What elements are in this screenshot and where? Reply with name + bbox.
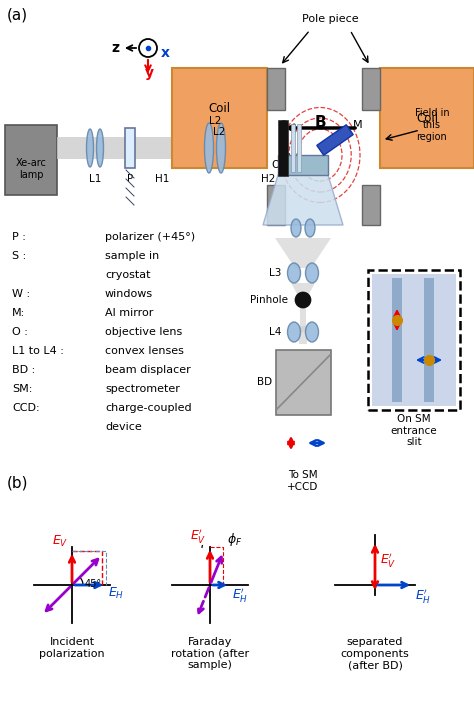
Text: To SM
+CCD: To SM +CCD	[287, 470, 319, 491]
Text: S: S	[280, 120, 287, 130]
Text: L2: L2	[209, 116, 221, 126]
Ellipse shape	[217, 123, 226, 173]
Text: 45°: 45°	[85, 579, 102, 589]
Bar	[267, 68, 285, 110]
Text: charge-coupled: charge-coupled	[105, 403, 191, 413]
Ellipse shape	[288, 263, 301, 283]
Text: Incident
polarization: Incident polarization	[39, 637, 105, 659]
Text: L3: L3	[269, 268, 281, 278]
Bar	[278, 120, 288, 176]
Bar	[299, 326, 307, 344]
Text: (a): (a)	[7, 8, 28, 23]
Text: y: y	[145, 66, 154, 80]
Bar	[297, 124, 301, 172]
Polygon shape	[275, 238, 331, 268]
Text: polarizer (+45°): polarizer (+45°)	[105, 232, 195, 242]
Bar	[125, 128, 135, 168]
FancyArrow shape	[57, 137, 262, 159]
Text: $\mathbf{B}$: $\mathbf{B}$	[314, 114, 326, 130]
Text: W :: W :	[12, 289, 30, 299]
Ellipse shape	[204, 123, 213, 173]
Text: M:: M:	[12, 308, 25, 318]
Text: Pinhole: Pinhole	[250, 295, 288, 305]
Text: cryostat: cryostat	[105, 270, 151, 280]
Bar	[362, 185, 380, 225]
Text: L4: L4	[269, 327, 281, 337]
Text: P :: P :	[12, 232, 26, 242]
Bar	[300, 307, 306, 332]
Text: L1: L1	[89, 174, 101, 184]
Text: H1: H1	[155, 174, 169, 184]
Text: SM:: SM:	[12, 384, 32, 394]
Polygon shape	[263, 175, 343, 225]
Ellipse shape	[86, 129, 93, 167]
Polygon shape	[230, 137, 262, 159]
Text: BD :: BD :	[12, 365, 35, 375]
Text: On SM
entrance
slit: On SM entrance slit	[391, 414, 438, 447]
Text: Coil: Coil	[209, 101, 230, 114]
Text: objective lens: objective lens	[105, 327, 182, 337]
Text: W: W	[288, 153, 298, 163]
Text: convex lenses: convex lenses	[105, 346, 184, 356]
Text: P: P	[127, 174, 133, 184]
Text: sample in: sample in	[105, 251, 159, 261]
Bar	[424, 278, 434, 402]
Text: beam displacer: beam displacer	[105, 365, 191, 375]
Text: spectrometer: spectrometer	[105, 384, 180, 394]
Bar	[368, 270, 460, 410]
Text: $\phi_F$: $\phi_F$	[228, 531, 243, 548]
Text: Faraday
rotation (after
sample): Faraday rotation (after sample)	[171, 637, 249, 670]
Bar	[291, 124, 295, 172]
Ellipse shape	[97, 129, 103, 167]
Text: L2: L2	[213, 127, 226, 137]
Text: S :: S :	[12, 251, 26, 261]
Text: z: z	[111, 41, 119, 55]
Text: O :: O :	[12, 327, 28, 337]
Text: CCD:: CCD:	[12, 403, 40, 413]
Text: (b): (b)	[7, 476, 28, 491]
Text: Coil: Coil	[416, 111, 438, 124]
Text: device: device	[105, 422, 142, 432]
Bar	[278, 155, 328, 175]
Bar	[380, 68, 474, 168]
Text: separated
components
(after BD): separated components (after BD)	[341, 637, 410, 670]
Polygon shape	[317, 124, 353, 155]
Ellipse shape	[305, 219, 315, 237]
Ellipse shape	[306, 322, 319, 342]
Text: $E_V'$: $E_V'$	[380, 551, 396, 569]
Bar	[372, 274, 456, 406]
Bar	[5, 125, 57, 195]
Bar	[362, 68, 380, 110]
Polygon shape	[291, 283, 315, 301]
Bar	[392, 278, 402, 402]
Text: M: M	[353, 120, 363, 130]
Text: L1 to L4 :: L1 to L4 :	[12, 346, 64, 356]
Text: BD: BD	[257, 377, 272, 387]
Text: $E_V$: $E_V$	[52, 534, 68, 549]
Text: Al mirror: Al mirror	[105, 308, 154, 318]
Circle shape	[295, 292, 311, 308]
Bar	[267, 185, 285, 225]
Bar	[172, 68, 267, 168]
Text: Xe-arc
lamp: Xe-arc lamp	[16, 158, 46, 180]
Ellipse shape	[288, 322, 301, 342]
Text: H2: H2	[261, 174, 275, 184]
Bar	[276, 350, 331, 415]
Ellipse shape	[291, 219, 301, 237]
Circle shape	[139, 39, 157, 57]
Text: x: x	[161, 46, 170, 60]
Text: Field in
this
region: Field in this region	[415, 108, 449, 142]
Text: $E_H$: $E_H$	[108, 586, 124, 601]
Ellipse shape	[306, 263, 319, 283]
Text: $E_H'$: $E_H'$	[415, 587, 431, 605]
Text: O: O	[272, 160, 280, 170]
Text: $E_V'$: $E_V'$	[190, 527, 206, 545]
Text: Pole piece: Pole piece	[301, 14, 358, 24]
Text: $E_H'$: $E_H'$	[232, 586, 248, 604]
Text: windows: windows	[105, 289, 153, 299]
